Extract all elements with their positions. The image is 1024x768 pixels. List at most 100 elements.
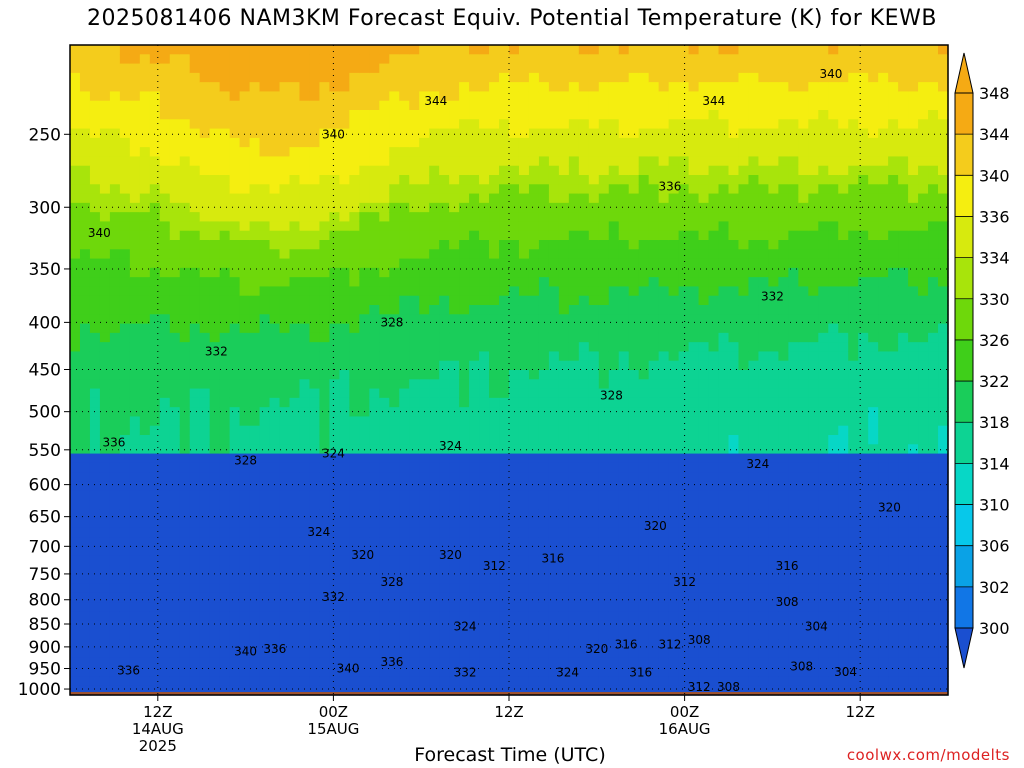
heatmap-cell [179, 240, 191, 250]
heatmap-cell [339, 555, 350, 566]
heatmap-cell [149, 54, 161, 65]
heatmap-cell [179, 527, 191, 538]
heatmap-cell [588, 676, 600, 687]
heatmap-cell [518, 100, 530, 111]
heatmap-cell [718, 249, 730, 260]
heatmap-cell [658, 481, 670, 492]
heatmap-cell [608, 323, 620, 334]
heatmap-cell [479, 500, 490, 510]
heatmap-cell [568, 500, 580, 510]
heatmap-cell [758, 91, 770, 102]
heatmap-cell [359, 305, 370, 315]
heatmap-cell [99, 565, 111, 575]
heatmap-cell [688, 305, 700, 315]
heatmap-cell [199, 685, 211, 696]
heatmap-cell [568, 360, 580, 371]
heatmap-cell [209, 72, 221, 83]
heatmap-cell [648, 351, 660, 362]
heatmap-cell [179, 63, 191, 74]
heatmap-cell [209, 100, 221, 111]
heatmap-cell [708, 342, 720, 353]
heatmap-cell [608, 212, 620, 223]
heatmap-cell [79, 100, 91, 111]
heatmap-cell [608, 54, 620, 65]
heatmap-cell [678, 509, 690, 520]
heatmap-cell [528, 156, 540, 167]
heatmap-cell [109, 416, 121, 427]
heatmap-cell [568, 54, 580, 65]
heatmap-cell [299, 230, 311, 241]
heatmap-cell [618, 119, 630, 130]
heatmap-cell [509, 277, 520, 288]
heatmap-cell [379, 370, 390, 380]
heatmap-cell [379, 462, 390, 473]
heatmap-cell [558, 397, 570, 408]
heatmap-cell [728, 546, 740, 557]
heatmap-cell [379, 110, 390, 120]
heatmap-cell [329, 212, 340, 223]
heatmap-cell [119, 342, 131, 353]
heatmap-cell [309, 119, 321, 130]
heatmap-cell [169, 175, 181, 185]
heatmap-cell [658, 574, 670, 585]
heatmap-cell [548, 258, 560, 269]
heatmap-cell [748, 555, 760, 566]
heatmap-cell [419, 212, 430, 223]
heatmap-cell [349, 351, 360, 362]
heatmap-cell [139, 472, 151, 483]
heatmap-cell [558, 91, 570, 102]
heatmap-cell [179, 351, 191, 362]
heatmap-cell [419, 546, 430, 557]
heatmap-cell [249, 435, 261, 445]
heatmap-cell [499, 667, 510, 678]
heatmap-cell [369, 416, 380, 427]
heatmap-cell [618, 249, 630, 260]
heatmap-cell [79, 184, 91, 195]
heatmap-cell [349, 100, 360, 111]
heatmap-cell [269, 546, 281, 557]
heatmap-cell [708, 100, 720, 111]
heatmap-cell [638, 537, 650, 548]
heatmap-cell [319, 119, 331, 130]
heatmap-cell [449, 379, 460, 390]
heatmap-cell [718, 407, 730, 418]
heatmap-cell [179, 592, 191, 603]
heatmap-cell [718, 397, 730, 408]
heatmap-cell [89, 379, 101, 390]
heatmap-cell [429, 110, 440, 120]
heatmap-cell [688, 128, 700, 139]
heatmap-cell [598, 611, 610, 622]
heatmap-cell [449, 221, 460, 232]
heatmap-cell [558, 592, 570, 603]
heatmap-cell [199, 295, 211, 306]
heatmap-cell [718, 630, 730, 640]
heatmap-cell [109, 527, 121, 538]
heatmap-cell [389, 54, 400, 65]
heatmap-cell [309, 351, 321, 362]
heatmap-cell [149, 305, 161, 315]
heatmap-cell [70, 258, 81, 269]
heatmap-cell [259, 592, 271, 603]
heatmap-cell [99, 258, 111, 269]
heatmap-cell [339, 221, 350, 232]
heatmap-cell [588, 193, 600, 204]
heatmap-cell [528, 249, 540, 260]
heatmap-cell [239, 370, 251, 380]
heatmap-cell [429, 314, 440, 325]
heatmap-cell [439, 685, 450, 696]
heatmap-cell [269, 602, 281, 613]
heatmap-cell [698, 509, 710, 520]
heatmap-cell [459, 249, 470, 260]
heatmap-cell [538, 119, 550, 130]
heatmap-cell [469, 221, 480, 232]
heatmap-cell [748, 72, 760, 83]
heatmap-cell [149, 323, 161, 334]
heatmap-cell [109, 676, 121, 687]
heatmap-cell [179, 128, 191, 139]
heatmap-cell [359, 611, 370, 622]
heatmap-cell [319, 249, 331, 260]
heatmap-cell [349, 360, 360, 371]
heatmap-cell [349, 388, 360, 399]
heatmap-cell [389, 527, 400, 538]
heatmap-cell [479, 45, 490, 55]
